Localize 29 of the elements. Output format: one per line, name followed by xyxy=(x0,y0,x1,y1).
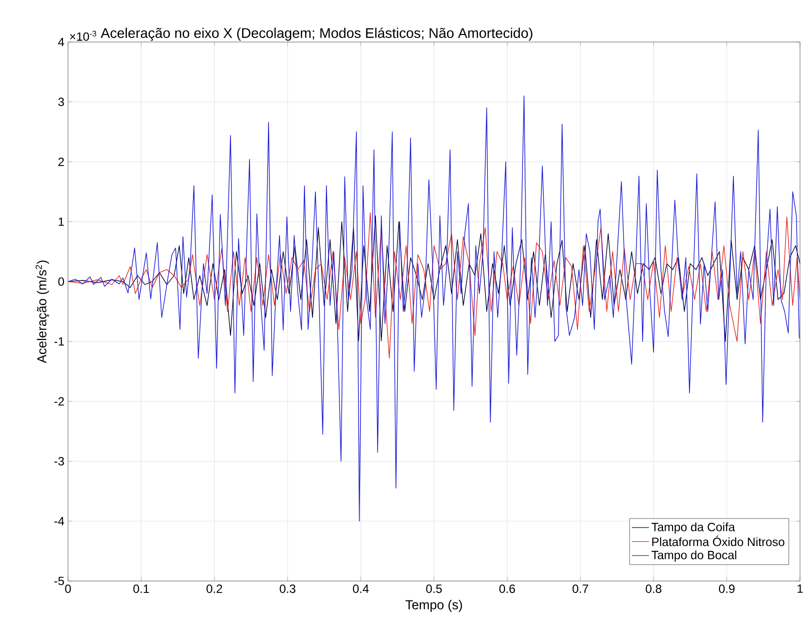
x-tick-label: 0.4 xyxy=(352,584,369,593)
legend-label: Tampo do Bocal xyxy=(652,550,736,562)
y-tick-label: 4 xyxy=(58,38,64,46)
x-tick-label: 0.5 xyxy=(426,584,442,593)
y-tick-label: 3 xyxy=(58,98,64,106)
x-tick-label: 0.8 xyxy=(646,584,662,593)
x-axis-title: Tempo (s) xyxy=(406,600,462,612)
x-tick-label: 0 xyxy=(65,584,71,593)
y-tick-label: 0 xyxy=(58,277,64,286)
y-tick-label: 1 xyxy=(58,218,64,226)
x-tick-label: 0.3 xyxy=(280,584,296,593)
legend-label: Tampo da Coifa xyxy=(652,522,735,534)
x-tick-label: 0.1 xyxy=(133,584,149,593)
chart-title: Aceleração no eixo X (Decolagem; Modos Elásticos; Não Amortecido) xyxy=(100,28,532,41)
y-tick-label: 2 xyxy=(58,158,64,166)
y-axis-title: Aceleração (m/s$^{2}$) xyxy=(36,260,50,364)
y-tick-label: -5 xyxy=(54,576,64,586)
line-series xyxy=(68,96,800,522)
x-tick-label: 0.7 xyxy=(572,584,588,593)
y-tick-label: -3 xyxy=(54,456,64,466)
y-tick-label: -1 xyxy=(54,337,64,346)
x-tick-label: 1 xyxy=(798,584,803,593)
x-tick-label: 0.2 xyxy=(206,584,222,593)
x-tick-label: 0.9 xyxy=(718,584,735,593)
y-tick-label: -2 xyxy=(54,397,64,406)
text: ×10$^{-3}$ xyxy=(70,30,96,41)
legend-label: Plataforma Óxido Nitroso xyxy=(652,536,784,546)
y-tick-label: -4 xyxy=(54,517,64,526)
x-tick-label: 0.6 xyxy=(499,584,515,593)
